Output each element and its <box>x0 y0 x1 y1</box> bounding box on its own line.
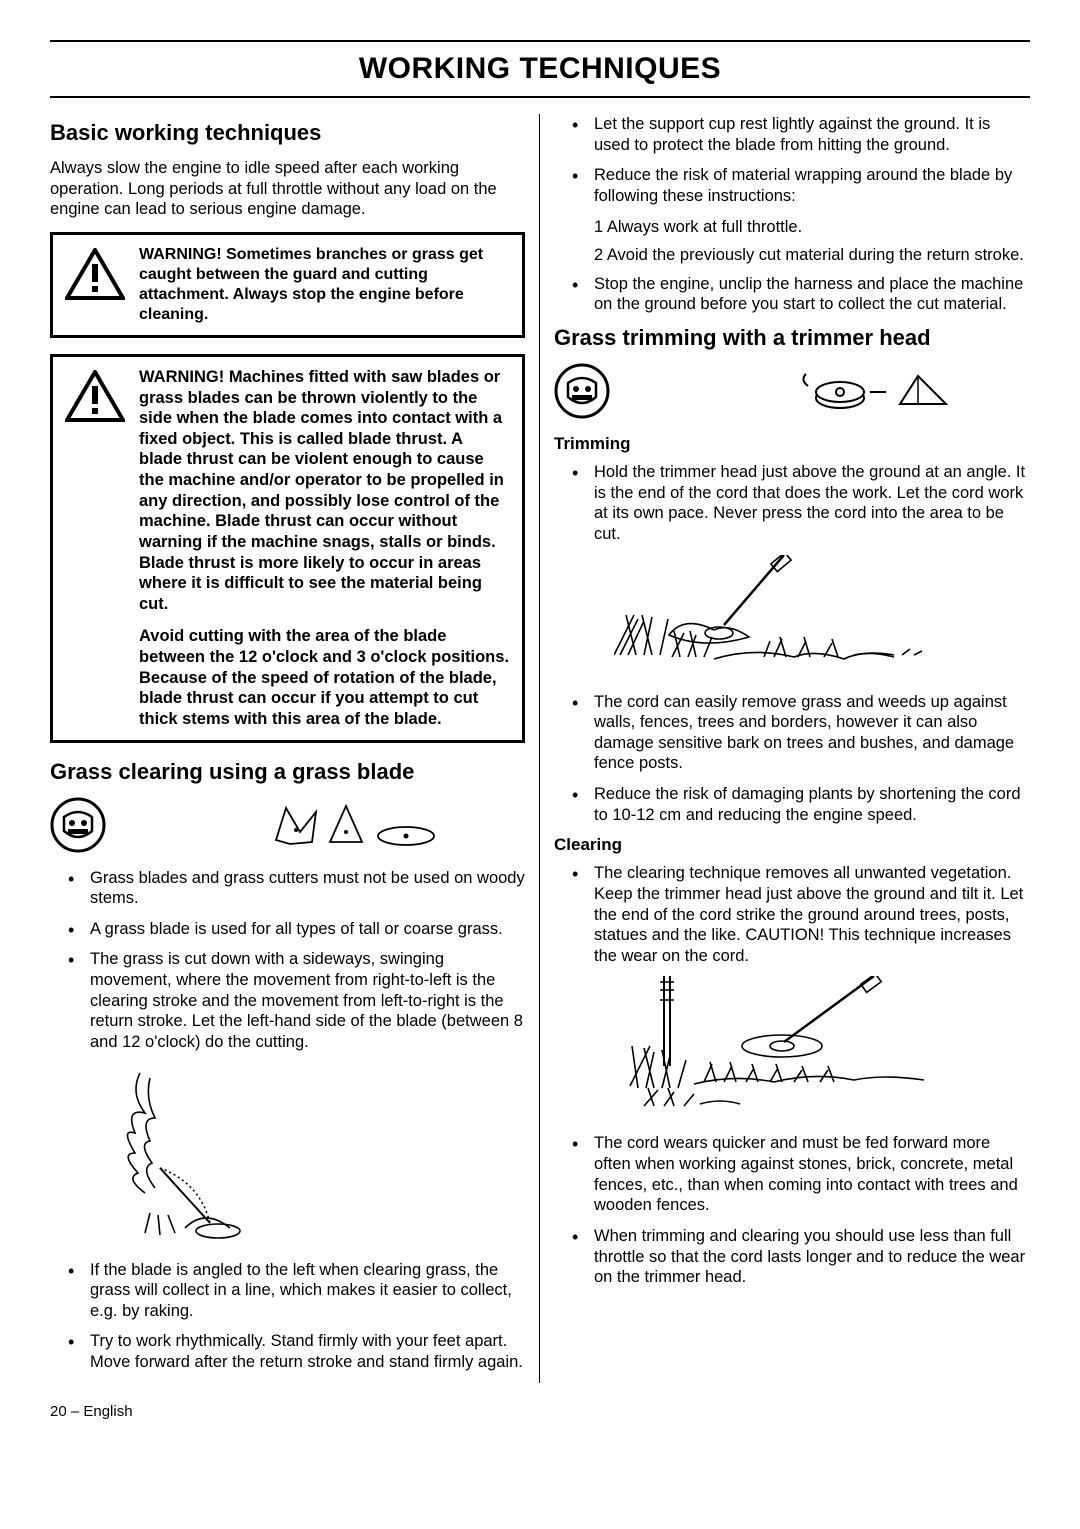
mid-rule <box>50 96 1030 98</box>
face-shield-icon <box>554 363 610 424</box>
sub-item-2: 2 Avoid the previously cut material duri… <box>554 245 1030 266</box>
list-item: The clearing technique removes all unwan… <box>554 863 1030 966</box>
heading-trimmer-head: Grass trimming with a trimmer head <box>554 325 1030 351</box>
list-item: The cord can easily remove grass and wee… <box>554 692 1030 775</box>
trimming-list: Hold the trimmer head just above the gro… <box>554 462 1030 545</box>
list-item: Try to work rhythmically. Stand firmly w… <box>50 1331 525 1372</box>
grass-blade-list: Grass blades and grass cutters must not … <box>50 868 525 1053</box>
list-item: Let the support cup rest lightly against… <box>554 114 1030 155</box>
heading-basic-techniques: Basic working techniques <box>50 120 525 146</box>
list-item: When trimming and clearing you should us… <box>554 1226 1030 1288</box>
two-column-layout: Basic working techniques Always slow the… <box>50 114 1030 1383</box>
trimmer-icon-row <box>554 363 1030 424</box>
list-item: Reduce the risk of material wrapping aro… <box>554 165 1030 206</box>
heading-grass-blade: Grass clearing using a grass blade <box>50 759 525 785</box>
clearing-illustration <box>624 976 1030 1121</box>
subheading-clearing: Clearing <box>554 835 1030 855</box>
list-item: Hold the trimmer head just above the gro… <box>554 462 1030 545</box>
swing-illustration <box>90 1063 525 1248</box>
list-item: The cord wears quicker and must be fed f… <box>554 1133 1030 1216</box>
trimming-list-2: The cord can easily remove grass and wee… <box>554 692 1030 826</box>
left-column: Basic working techniques Always slow the… <box>50 114 540 1383</box>
blade-shapes-icon <box>266 800 436 855</box>
list-item: A grass blade is used for all types of t… <box>50 919 525 940</box>
right-top-list: Let the support cup rest lightly against… <box>554 114 1030 207</box>
page-footer: 20 – English <box>50 1403 1030 1420</box>
warning-2a: WARNING! Machines fitted with saw blades… <box>139 367 510 615</box>
top-rule <box>50 40 1030 42</box>
list-item: Grass blades and grass cutters must not … <box>50 868 525 909</box>
list-item: Stop the engine, unclip the harness and … <box>554 274 1030 315</box>
list-item: The grass is cut down with a sideways, s… <box>50 949 525 1052</box>
warning-box-2: WARNING! Machines fitted with saw blades… <box>50 354 525 743</box>
clearing-list-2: The cord wears quicker and must be fed f… <box>554 1133 1030 1287</box>
page-title: WORKING TECHNIQUES <box>50 52 1030 86</box>
right-column: Let the support cup rest lightly against… <box>540 114 1030 1383</box>
grass-blade-icon-row <box>50 797 525 858</box>
right-top-list-2: Stop the engine, unclip the harness and … <box>554 274 1030 315</box>
sub-item-1: 1 Always work at full throttle. <box>554 217 1030 238</box>
intro-paragraph: Always slow the engine to idle speed aft… <box>50 158 525 220</box>
subheading-trimming: Trimming <box>554 434 1030 454</box>
clearing-list: The clearing technique removes all unwan… <box>554 863 1030 966</box>
warning-triangle-icon <box>65 247 125 301</box>
warning-box-1: WARNING! Sometimes branches or grass get… <box>50 232 525 338</box>
list-item: If the blade is angled to the left when … <box>50 1260 525 1322</box>
warning-1-text: WARNING! Sometimes branches or grass get… <box>139 245 510 325</box>
trimmer-head-icon <box>800 368 950 419</box>
face-shield-icon <box>50 797 106 858</box>
warning-triangle-icon <box>65 369 125 423</box>
list-item: Reduce the risk of damaging plants by sh… <box>554 784 1030 825</box>
warning-2-text: WARNING! Machines fitted with saw blades… <box>139 367 510 730</box>
warning-2b: Avoid cutting with the area of the blade… <box>139 626 510 729</box>
trimming-illustration <box>614 555 1030 680</box>
grass-blade-list-2: If the blade is angled to the left when … <box>50 1260 525 1373</box>
